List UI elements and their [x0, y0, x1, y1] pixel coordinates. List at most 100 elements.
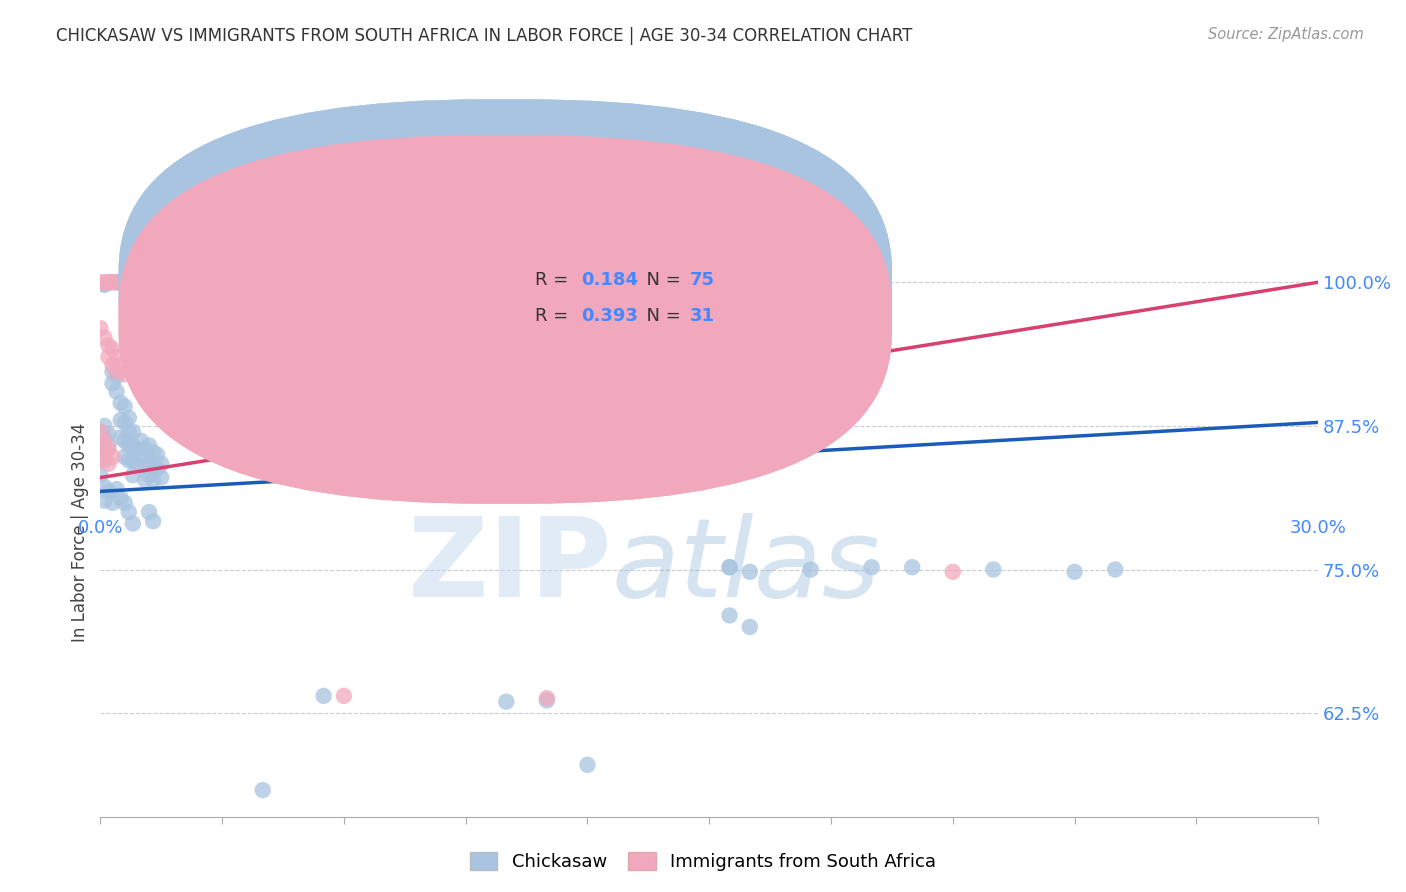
Point [1063, 565, 1085, 579]
Point [105, 369, 128, 384]
Point [89, 442, 111, 456]
Point [121, 516, 143, 531]
Legend: Chickasaw, Immigrants from South Africa: Chickasaw, Immigrants from South Africa [463, 845, 943, 879]
Text: N =: N = [636, 271, 686, 289]
Point [93, 275, 115, 289]
Text: CHICKASAW VS IMMIGRANTS FROM SOUTH AFRICA IN LABOR FORCE | AGE 30-34 CORRELATION: CHICKASAW VS IMMIGRANTS FROM SOUTH AFRIC… [56, 27, 912, 45]
Point [121, 275, 143, 289]
Point [114, 416, 136, 430]
Text: 31: 31 [690, 307, 714, 325]
Point [93, 434, 115, 448]
Point [536, 434, 558, 448]
Point [576, 757, 599, 772]
Point [97, 426, 120, 441]
Text: 75: 75 [690, 271, 714, 289]
Point [536, 691, 558, 706]
Point [101, 342, 124, 356]
Point [93, 442, 115, 456]
Point [89, 425, 111, 439]
Text: atlas: atlas [612, 513, 880, 620]
FancyBboxPatch shape [118, 99, 891, 468]
Point [718, 560, 741, 574]
FancyBboxPatch shape [118, 99, 891, 468]
Point [89, 468, 111, 483]
Point [121, 438, 143, 452]
Point [105, 482, 128, 496]
Point [114, 275, 136, 289]
Point [333, 689, 356, 703]
Y-axis label: In Labor Force | Age 30-34: In Labor Force | Age 30-34 [72, 423, 89, 641]
Point [89, 453, 111, 467]
Point [129, 275, 152, 289]
Point [114, 450, 136, 464]
Point [97, 442, 120, 456]
Point [142, 445, 165, 459]
Point [114, 275, 136, 289]
Point [125, 442, 148, 456]
Text: 0.184: 0.184 [581, 271, 638, 289]
Point [89, 434, 111, 448]
Point [118, 438, 141, 452]
Point [93, 453, 115, 467]
Point [101, 275, 124, 289]
Point [89, 438, 111, 452]
Point [118, 425, 141, 439]
Point [97, 438, 120, 452]
Point [617, 418, 640, 433]
Point [114, 496, 136, 510]
FancyBboxPatch shape [472, 250, 721, 340]
Point [495, 426, 517, 441]
Point [142, 514, 165, 528]
Point [901, 560, 924, 574]
Point [114, 434, 136, 448]
Point [121, 453, 143, 467]
FancyBboxPatch shape [118, 136, 891, 504]
Point [97, 338, 120, 352]
Point [93, 418, 115, 433]
Point [105, 275, 128, 289]
Point [125, 275, 148, 289]
Point [121, 468, 143, 483]
Point [142, 459, 165, 474]
Point [105, 365, 128, 379]
Point [138, 468, 160, 483]
Point [110, 491, 132, 506]
Point [942, 565, 965, 579]
Point [118, 453, 141, 467]
Point [697, 434, 720, 448]
Point [93, 430, 115, 444]
Point [129, 275, 152, 289]
Point [101, 496, 124, 510]
Point [93, 330, 115, 344]
Point [118, 275, 141, 289]
Point [146, 461, 169, 475]
Point [110, 413, 132, 427]
Point [138, 505, 160, 519]
Point [89, 275, 111, 289]
Point [97, 275, 120, 289]
Point [110, 275, 132, 289]
Point [150, 457, 173, 471]
Point [125, 275, 148, 289]
Text: R =: R = [536, 271, 574, 289]
Point [89, 321, 111, 335]
Point [97, 350, 120, 364]
Point [118, 275, 141, 289]
Point [110, 430, 132, 444]
Text: N =: N = [636, 307, 686, 325]
Point [118, 505, 141, 519]
Point [118, 410, 141, 425]
Point [97, 275, 120, 289]
Point [93, 277, 115, 292]
Point [105, 350, 128, 364]
Point [110, 275, 132, 289]
Point [93, 448, 115, 462]
Point [101, 365, 124, 379]
Point [105, 275, 128, 289]
Point [134, 473, 156, 487]
Point [114, 400, 136, 414]
Point [536, 693, 558, 707]
Point [129, 434, 152, 448]
Point [800, 562, 823, 576]
Point [146, 448, 169, 462]
